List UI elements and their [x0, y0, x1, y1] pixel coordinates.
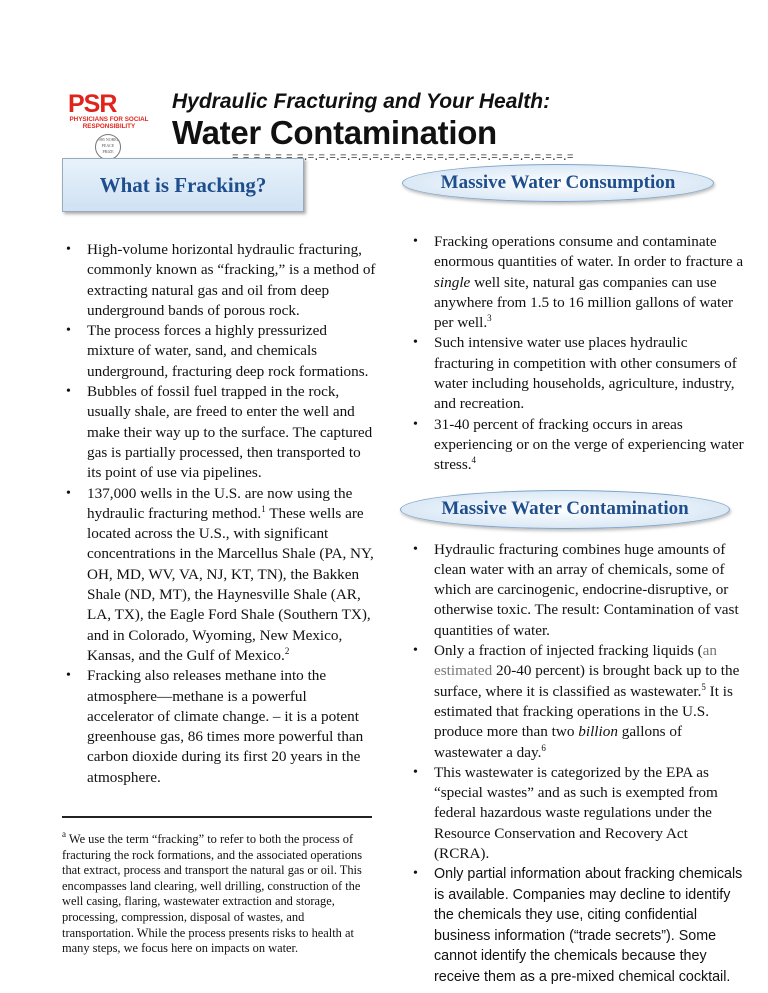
footnote: a We use the term “fracking” to refer to…: [62, 829, 374, 957]
right-column: Massive Water Consumption Fracking opera…: [400, 158, 745, 987]
bullet-text: 137,000 wells in the U.S. are now using …: [87, 484, 353, 522]
citation-superscript: 5: [701, 681, 706, 692]
bullet-text: The process forces a highly pressurized …: [87, 322, 369, 380]
bullet-item: 137,000 wells in the U.S. are now using …: [66, 484, 376, 667]
bullet-text: Such intensive water use places hydrauli…: [434, 334, 737, 413]
bullet-text: single: [434, 273, 471, 291]
footnote-text: We use the term “fracking” to refer to b…: [62, 832, 363, 956]
bullet-item: Bubbles of fossil fuel trapped in the ro…: [66, 382, 376, 483]
left-column: What is Fracking? High-volume horizontal…: [62, 158, 376, 957]
bullet-item: Only partial information about fracking …: [413, 864, 745, 987]
bullet-text: High-volume horizontal hydraulic fractur…: [87, 241, 376, 319]
footnote-divider: [62, 816, 372, 819]
bullet-text: Only partial information about fracking …: [434, 866, 743, 985]
bullet-text: Fracking also releases methane into the …: [87, 667, 364, 786]
contamination-bullet-list: Hydraulic fracturing combines huge amoun…: [413, 540, 745, 988]
logo-wordmark: PSR: [68, 90, 117, 118]
bullet-text: 31-40 percent of fracking occurs in area…: [434, 415, 744, 474]
bullet-text: These wells are located across the U.S.,…: [87, 504, 374, 664]
bullet-text: Bubbles of fossil fuel trapped in the ro…: [87, 383, 373, 482]
citation-superscript: 3: [487, 313, 492, 324]
footnote-marker: a: [62, 829, 66, 840]
citation-superscript: 6: [541, 742, 546, 753]
bullet-item: This wastewater is categorized by the EP…: [413, 763, 745, 864]
bullet-text: well site, natural gas companies can use…: [434, 273, 734, 332]
citation-superscript: 4: [471, 455, 477, 466]
bullet-text: Only a fraction of injected fracking liq…: [434, 642, 703, 660]
bullet-item: Fracking operations consume and contamin…: [413, 232, 745, 333]
bullet-item: Only a fraction of injected fracking liq…: [413, 641, 745, 763]
logo-subtitle: PHYSICIANS FOR SOCIAL RESPONSIBILITY: [69, 116, 149, 130]
decorative-rule: =.=.=.=.=.=.=.=.=.=.=.=.=.=.=.=.=.=.=.=.…: [232, 152, 573, 164]
document-supertitle: Hydraulic Fracturing and Your Health:: [172, 90, 551, 113]
bullet-text: Fracking operations consume and contamin…: [434, 233, 744, 271]
nobel-seal-icon: 1985 NOBEL PEACE PRIZE: [95, 134, 121, 160]
bullet-text: an estimated: [434, 642, 717, 680]
bullet-text: Hydraulic fracturing combines huge amoun…: [434, 540, 739, 639]
bullet-item: 31-40 percent of fracking occurs in area…: [413, 415, 745, 476]
bullet-item: Fracking also releases methane into the …: [66, 666, 376, 788]
bullet-text: billion: [578, 723, 618, 741]
consumption-bullet-list: Fracking operations consume and contamin…: [413, 232, 745, 476]
document-title: Water Contamination: [172, 114, 497, 151]
section-heading-water-contamination: Massive Water Contamination: [400, 489, 730, 529]
bullet-item: The process forces a highly pressurized …: [66, 321, 376, 382]
section-heading-what-is-fracking: What is Fracking?: [62, 158, 304, 212]
bullet-item: High-volume horizontal hydraulic fractur…: [66, 240, 376, 321]
bullet-item: Such intensive water use places hydrauli…: [413, 333, 745, 414]
bullet-item: Hydraulic fracturing combines huge amoun…: [413, 540, 745, 641]
fracking-bullet-list: High-volume horizontal hydraulic fractur…: [66, 240, 376, 788]
citation-superscript: 2: [284, 645, 290, 656]
bullet-text: gallons of wastewater a day.: [434, 723, 683, 761]
section-heading-water-consumption: Massive Water Consumption: [402, 164, 714, 202]
citation-superscript: 1: [261, 503, 266, 514]
bullet-text: This wastewater is categorized by the EP…: [434, 763, 718, 863]
bullet-text: It is estimated that fracking operations…: [434, 682, 733, 741]
bullet-text: 20-40 percent) is brought back up to the…: [434, 662, 740, 700]
psr-logo: PSR PHYSICIANS FOR SOCIAL RESPONSIBILITY…: [68, 92, 158, 160]
